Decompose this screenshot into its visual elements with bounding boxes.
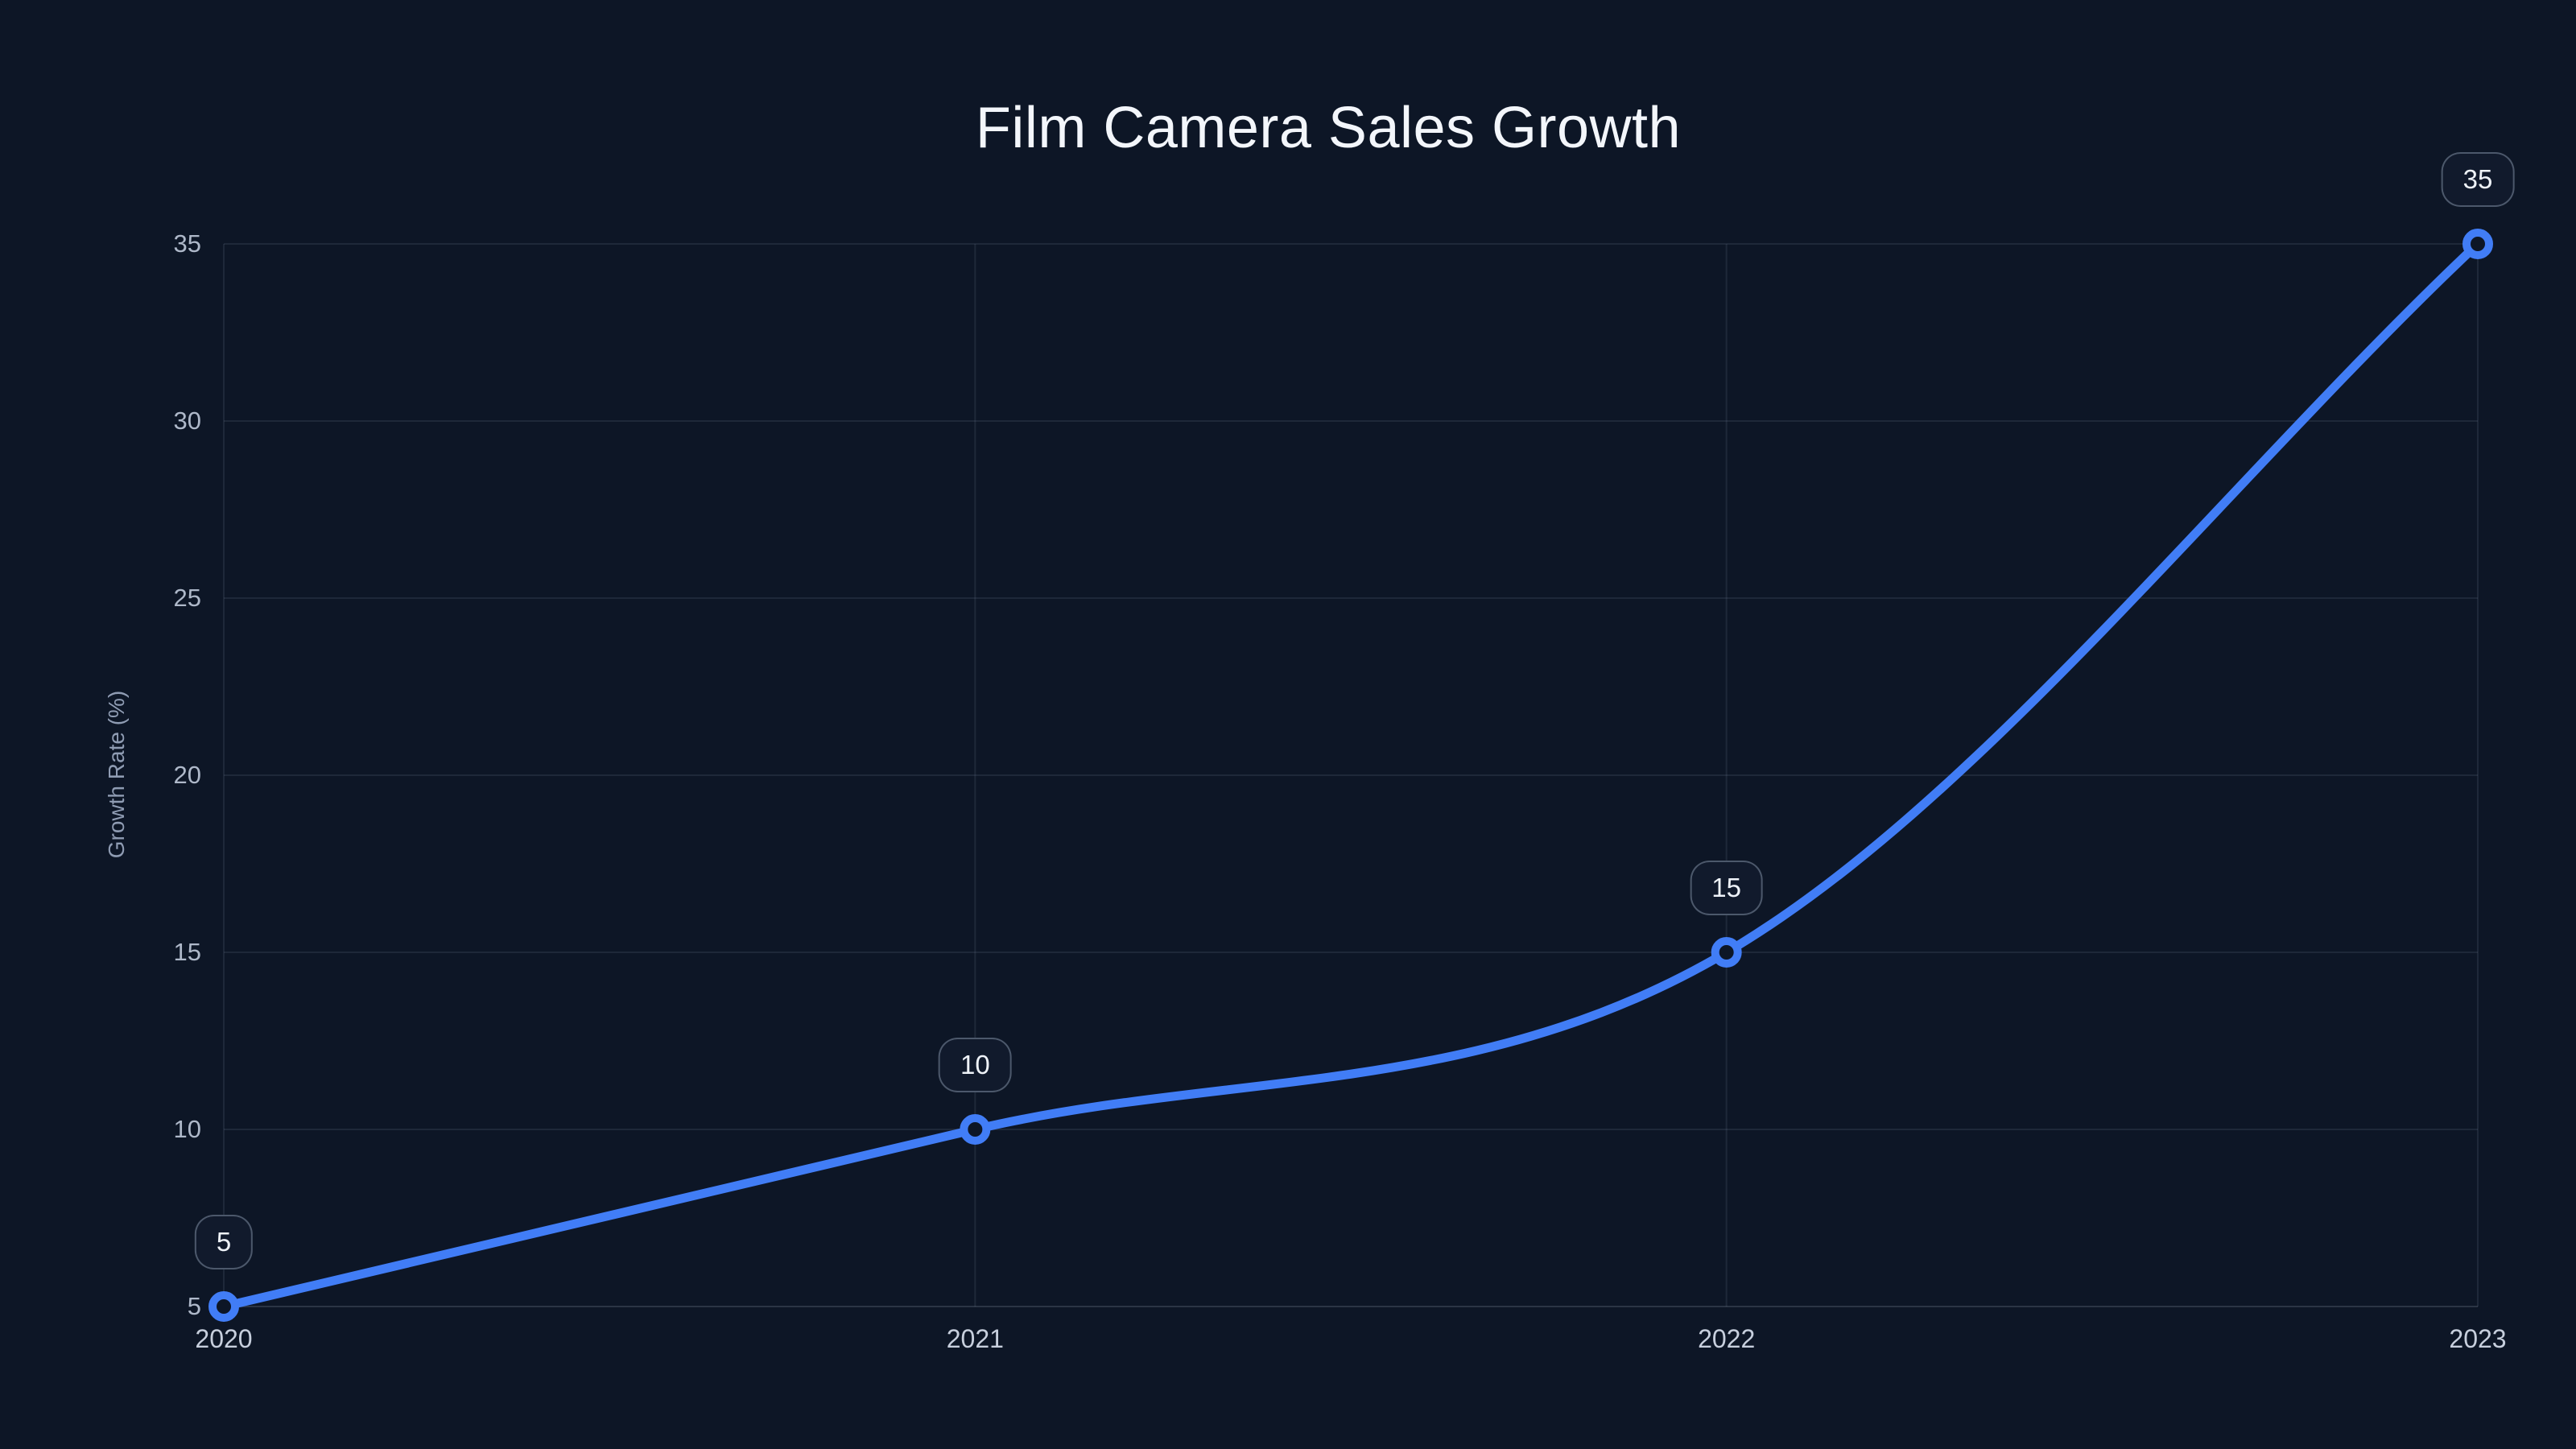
y-tick-label: 35 [173, 229, 201, 258]
x-tick-label: 2021 [946, 1324, 1004, 1353]
y-tick-label: 5 [187, 1292, 201, 1320]
x-tick-label: 2023 [2449, 1324, 2507, 1353]
point-value-pill: 10 [938, 1038, 1012, 1092]
data-point-marker[interactable] [208, 1291, 239, 1322]
data-point-marker[interactable] [1711, 937, 1742, 968]
y-tick-label: 10 [173, 1115, 201, 1143]
data-point-marker[interactable] [960, 1114, 991, 1145]
x-tick-label: 2020 [195, 1324, 253, 1353]
point-value-pill: 15 [1690, 861, 1764, 915]
y-tick-label: 30 [173, 407, 201, 435]
y-tick-label: 15 [173, 938, 201, 966]
chart-title: Film Camera Sales Growth [975, 96, 1682, 160]
point-value-pill: 5 [194, 1215, 254, 1269]
data-point-marker[interactable] [2462, 229, 2493, 259]
y-tick-label: 25 [173, 584, 201, 612]
y-tick-label: 20 [173, 761, 201, 789]
sales-growth-line [219, 239, 2483, 1311]
x-tick-label: 2022 [1698, 1324, 1756, 1353]
point-value-pill: 35 [2441, 152, 2515, 207]
